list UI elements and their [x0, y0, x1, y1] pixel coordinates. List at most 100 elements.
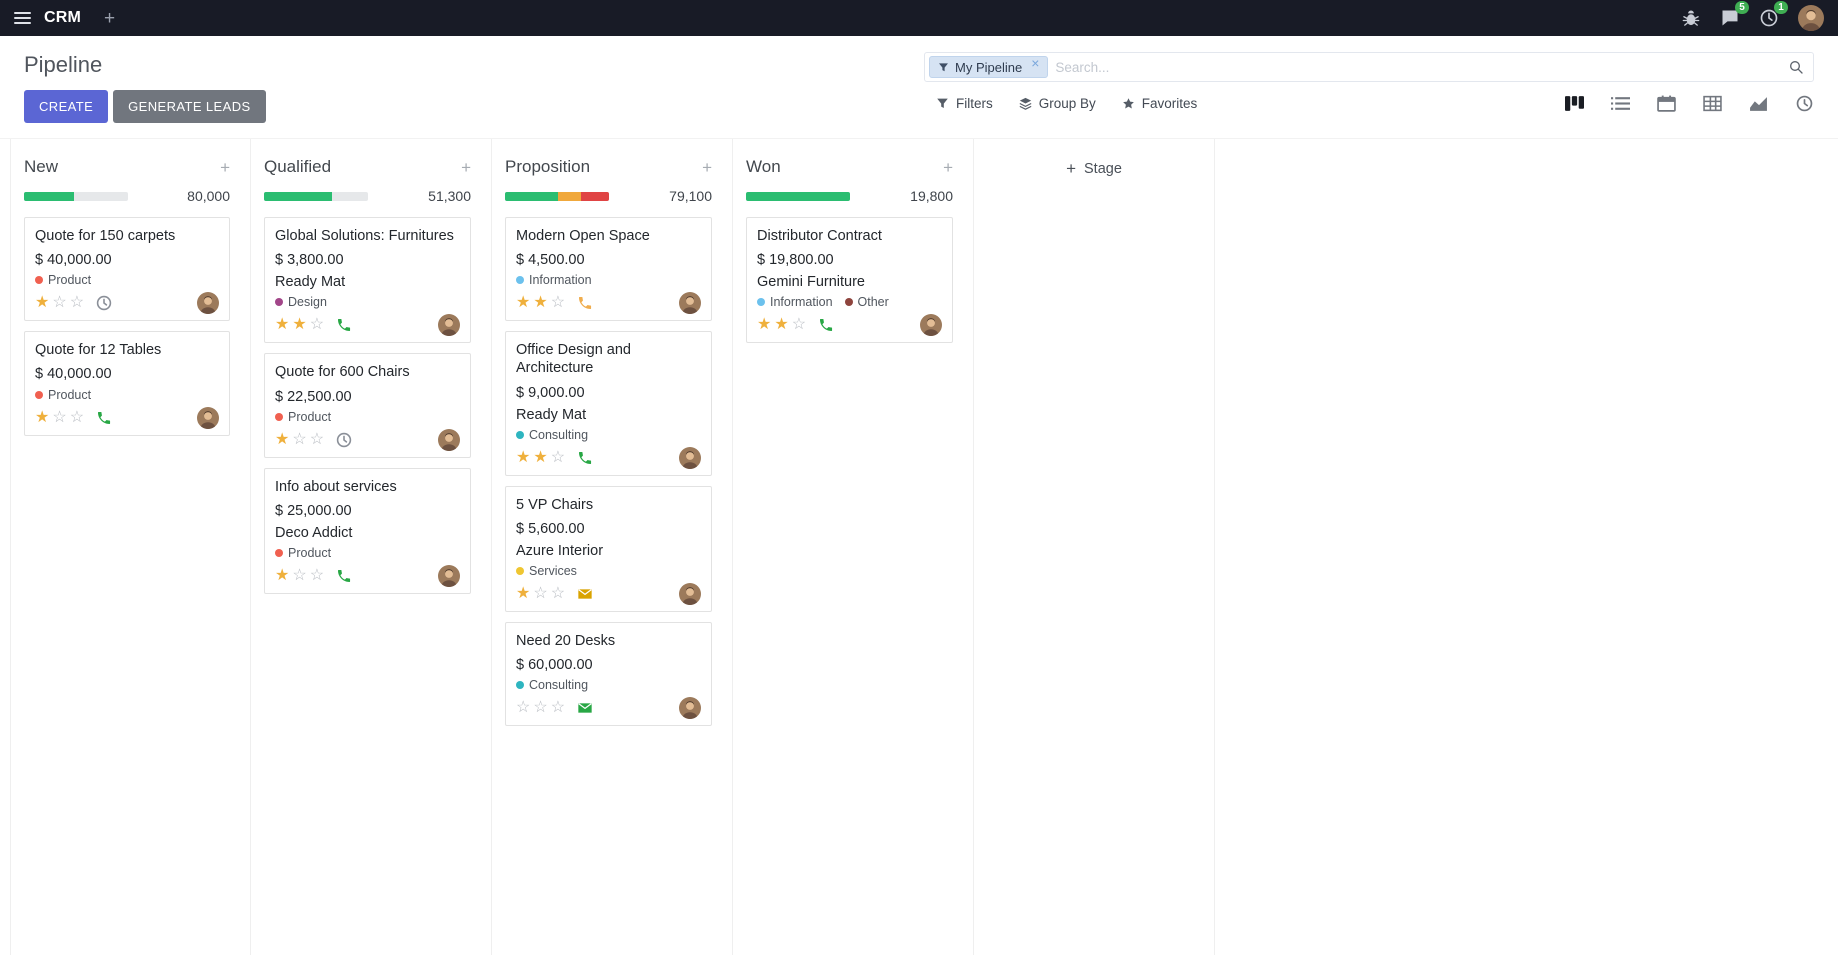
priority-star[interactable]: ★ — [516, 448, 531, 466]
priority-star[interactable]: ★ — [35, 408, 50, 426]
search-input[interactable] — [1055, 59, 1788, 75]
column-progressbar[interactable] — [746, 191, 850, 201]
priority-star[interactable]: ★ — [275, 430, 290, 448]
kanban-card[interactable]: Modern Open Space $ 4,500.00 Information… — [505, 217, 712, 322]
phone-icon[interactable] — [577, 295, 593, 311]
priority-star[interactable]: ☆ — [292, 567, 307, 584]
phone-icon[interactable] — [336, 317, 352, 333]
messages-icon[interactable]: 5 — [1720, 1, 1749, 28]
column-progressbar[interactable] — [505, 191, 609, 201]
salesperson-avatar[interactable] — [679, 583, 701, 606]
priority-star[interactable]: ☆ — [69, 294, 85, 312]
priority-star[interactable]: ★ — [516, 585, 531, 603]
add-stage-button[interactable]: + Stage — [1066, 160, 1122, 177]
priority-star[interactable]: ★ — [533, 448, 548, 466]
topbar-plus-icon[interactable]: + — [104, 7, 116, 29]
kanban-card[interactable]: Global Solutions: Furnitures $ 3,800.00 … — [264, 217, 471, 344]
priority-star[interactable]: ★ — [516, 294, 531, 312]
activity-view-icon[interactable] — [1795, 95, 1814, 112]
card-partner: Azure Interior — [516, 543, 604, 559]
priority-star[interactable]: ☆ — [52, 294, 67, 312]
favorites-button[interactable]: Favorites — [1122, 96, 1197, 111]
priority-star[interactable]: ☆ — [550, 585, 566, 603]
priority-star[interactable]: ☆ — [69, 408, 85, 426]
create-button[interactable]: CREATE — [24, 90, 109, 123]
progress-segment[interactable] — [264, 191, 332, 201]
kanban-card[interactable]: Distributor Contract $ 19,800.00 Gemini … — [746, 217, 953, 344]
graph-view-icon[interactable] — [1749, 95, 1768, 112]
salesperson-avatar[interactable] — [438, 314, 460, 337]
kanban-card[interactable]: Info about services $ 25,000.00 Deco Add… — [264, 467, 471, 594]
list-view-icon[interactable] — [1611, 95, 1630, 112]
priority-star[interactable]: ☆ — [52, 408, 67, 426]
priority-star[interactable]: ☆ — [791, 316, 807, 334]
priority-star[interactable]: ★ — [774, 316, 789, 334]
phone-icon[interactable] — [96, 410, 112, 426]
envelope-icon[interactable] — [577, 700, 593, 716]
generate-leads-button[interactable]: GENERATE LEADS — [113, 90, 266, 123]
salesperson-avatar[interactable] — [197, 406, 219, 429]
activities-icon[interactable]: 1 — [1759, 1, 1788, 28]
priority-star[interactable]: ☆ — [550, 448, 566, 466]
group-by-button[interactable]: Group By — [1019, 96, 1096, 111]
apps-menu-icon[interactable] — [14, 12, 31, 24]
priority-star[interactable]: ★ — [275, 567, 290, 584]
priority-star[interactable]: ☆ — [550, 699, 566, 717]
progress-segment[interactable] — [505, 191, 559, 201]
progress-segment[interactable] — [580, 191, 609, 201]
app-name[interactable]: CRM — [44, 9, 82, 26]
kanban-card[interactable]: Quote for 150 carpets $ 40,000.00 Produc… — [24, 217, 230, 322]
salesperson-avatar[interactable] — [679, 292, 701, 315]
phone-icon[interactable] — [336, 568, 352, 584]
quick-add-icon[interactable]: + — [461, 157, 471, 177]
column-progressbar[interactable] — [24, 191, 128, 201]
priority-star[interactable]: ☆ — [550, 294, 566, 312]
priority-star[interactable]: ☆ — [516, 699, 531, 717]
salesperson-avatar[interactable] — [920, 314, 942, 337]
priority-star[interactable]: ★ — [533, 294, 548, 312]
priority-star[interactable]: ☆ — [309, 567, 325, 584]
priority-star[interactable]: ☆ — [309, 430, 325, 448]
phone-icon[interactable] — [577, 450, 593, 466]
priority-star[interactable]: ☆ — [533, 699, 548, 717]
kanban-card[interactable]: 5 VP Chairs $ 5,600.00 Azure Interior Se… — [505, 485, 712, 613]
quick-add-icon[interactable]: + — [943, 157, 953, 177]
quick-add-icon[interactable]: + — [220, 157, 230, 177]
kanban-card[interactable]: Quote for 600 Chairs $ 22,500.00 Product… — [264, 353, 471, 458]
pivot-view-icon[interactable] — [1703, 95, 1722, 112]
priority-star[interactable]: ★ — [292, 316, 307, 334]
progress-segment[interactable] — [558, 191, 581, 201]
calendar-view-icon[interactable] — [1657, 95, 1676, 112]
filters-button[interactable]: Filters — [936, 96, 993, 111]
user-avatar[interactable] — [1798, 5, 1824, 31]
facet-remove-icon[interactable]: × — [1031, 55, 1040, 71]
clock-icon[interactable] — [96, 295, 112, 311]
salesperson-avatar[interactable] — [197, 292, 219, 315]
priority-star[interactable]: ★ — [757, 316, 772, 334]
bug-icon[interactable] — [1681, 8, 1701, 28]
kanban-card[interactable]: Need 20 Desks $ 60,000.00 Consulting ☆ ☆ ☆ — [505, 622, 712, 727]
tag: Services — [516, 564, 577, 578]
salesperson-avatar[interactable] — [438, 428, 460, 451]
salesperson-avatar[interactable] — [679, 446, 701, 469]
envelope-icon[interactable] — [577, 586, 593, 602]
column-progressbar[interactable] — [264, 191, 368, 201]
progress-segment[interactable] — [24, 191, 74, 201]
priority-star[interactable]: ★ — [35, 294, 50, 312]
progress-segment[interactable] — [746, 191, 850, 201]
kanban-view-icon[interactable] — [1565, 95, 1584, 112]
priority-star[interactable]: ☆ — [533, 585, 548, 603]
tag-color-dot — [516, 276, 524, 285]
card-title: Modern Open Space — [516, 228, 650, 244]
salesperson-avatar[interactable] — [679, 697, 701, 720]
phone-icon[interactable] — [818, 317, 834, 333]
clock-icon[interactable] — [336, 432, 352, 448]
salesperson-avatar[interactable] — [438, 565, 460, 587]
quick-add-icon[interactable]: + — [702, 157, 712, 177]
priority-star[interactable]: ☆ — [292, 430, 307, 448]
kanban-card[interactable]: Quote for 12 Tables $ 40,000.00 Product … — [24, 331, 230, 436]
kanban-card[interactable]: Office Design and Architecture $ 9,000.0… — [505, 331, 712, 476]
search-bar[interactable]: My Pipeline × — [924, 52, 1814, 82]
priority-star[interactable]: ★ — [275, 316, 290, 334]
priority-star[interactable]: ☆ — [309, 316, 325, 334]
